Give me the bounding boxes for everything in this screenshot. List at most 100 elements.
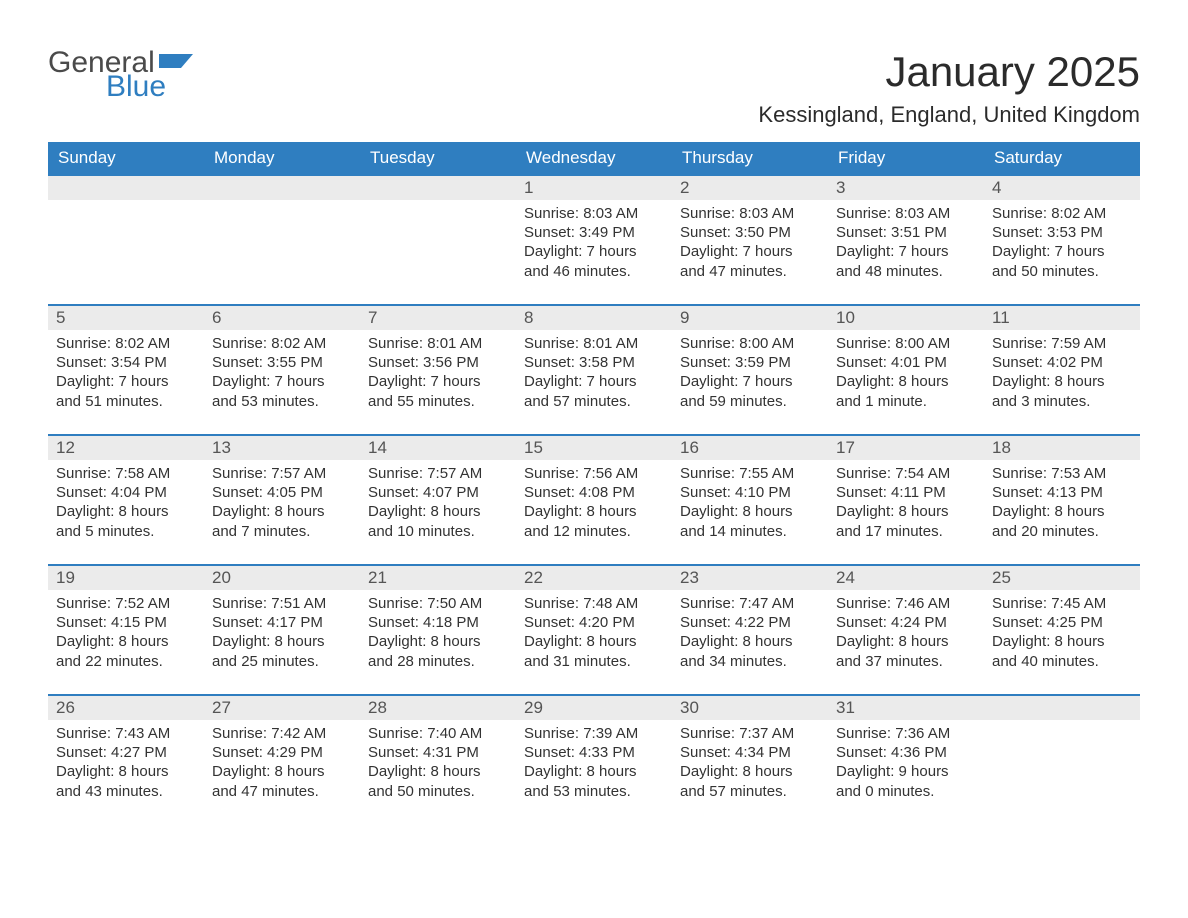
day-details: Sunrise: 7:47 AMSunset: 4:22 PMDaylight:… xyxy=(672,590,828,679)
day-dl1: Daylight: 8 hours xyxy=(56,502,196,521)
calendar-day-cell: 20Sunrise: 7:51 AMSunset: 4:17 PMDayligh… xyxy=(204,565,360,695)
day-details: Sunrise: 8:00 AMSunset: 4:01 PMDaylight:… xyxy=(828,330,984,419)
calendar-day-cell: 8Sunrise: 8:01 AMSunset: 3:58 PMDaylight… xyxy=(516,305,672,435)
day-details: Sunrise: 7:37 AMSunset: 4:34 PMDaylight:… xyxy=(672,720,828,809)
calendar-week-row: 1Sunrise: 8:03 AMSunset: 3:49 PMDaylight… xyxy=(48,175,1140,305)
calendar-week-row: 5Sunrise: 8:02 AMSunset: 3:54 PMDaylight… xyxy=(48,305,1140,435)
day-sunset: Sunset: 3:55 PM xyxy=(212,353,352,372)
weekday-header: Wednesday xyxy=(516,142,672,175)
day-dl1: Daylight: 8 hours xyxy=(680,762,820,781)
day-sunrise: Sunrise: 7:51 AM xyxy=(212,594,352,613)
day-details: Sunrise: 8:03 AMSunset: 3:49 PMDaylight:… xyxy=(516,200,672,289)
day-details: Sunrise: 7:42 AMSunset: 4:29 PMDaylight:… xyxy=(204,720,360,809)
day-dl1: Daylight: 8 hours xyxy=(680,632,820,651)
weekday-header: Saturday xyxy=(984,142,1140,175)
day-dl2: and 37 minutes. xyxy=(836,652,976,671)
day-dl2: and 10 minutes. xyxy=(368,522,508,541)
day-number: 26 xyxy=(48,696,204,720)
day-sunset: Sunset: 4:29 PM xyxy=(212,743,352,762)
day-dl1: Daylight: 7 hours xyxy=(836,242,976,261)
day-dl1: Daylight: 7 hours xyxy=(680,372,820,391)
day-details: Sunrise: 7:53 AMSunset: 4:13 PMDaylight:… xyxy=(984,460,1140,549)
calendar-day-cell xyxy=(360,175,516,305)
day-dl1: Daylight: 7 hours xyxy=(524,242,664,261)
day-details: Sunrise: 7:36 AMSunset: 4:36 PMDaylight:… xyxy=(828,720,984,809)
calendar-day-cell: 31Sunrise: 7:36 AMSunset: 4:36 PMDayligh… xyxy=(828,695,984,825)
calendar-day-cell: 26Sunrise: 7:43 AMSunset: 4:27 PMDayligh… xyxy=(48,695,204,825)
weekday-header: Monday xyxy=(204,142,360,175)
day-number: 29 xyxy=(516,696,672,720)
day-dl2: and 0 minutes. xyxy=(836,782,976,801)
day-dl1: Daylight: 8 hours xyxy=(56,762,196,781)
day-sunset: Sunset: 4:11 PM xyxy=(836,483,976,502)
day-number: 18 xyxy=(984,436,1140,460)
day-sunrise: Sunrise: 7:39 AM xyxy=(524,724,664,743)
day-dl2: and 31 minutes. xyxy=(524,652,664,671)
day-sunrise: Sunrise: 7:50 AM xyxy=(368,594,508,613)
day-dl1: Daylight: 8 hours xyxy=(992,632,1132,651)
day-details: Sunrise: 7:59 AMSunset: 4:02 PMDaylight:… xyxy=(984,330,1140,419)
day-details: Sunrise: 8:03 AMSunset: 3:50 PMDaylight:… xyxy=(672,200,828,289)
day-sunrise: Sunrise: 7:56 AM xyxy=(524,464,664,483)
day-dl2: and 51 minutes. xyxy=(56,392,196,411)
day-number: 8 xyxy=(516,306,672,330)
day-number: 13 xyxy=(204,436,360,460)
day-dl2: and 53 minutes. xyxy=(524,782,664,801)
calendar-day-cell: 6Sunrise: 8:02 AMSunset: 3:55 PMDaylight… xyxy=(204,305,360,435)
day-details: Sunrise: 8:02 AMSunset: 3:54 PMDaylight:… xyxy=(48,330,204,419)
day-sunrise: Sunrise: 8:00 AM xyxy=(836,334,976,353)
calendar-day-cell: 1Sunrise: 8:03 AMSunset: 3:49 PMDaylight… xyxy=(516,175,672,305)
day-sunset: Sunset: 4:22 PM xyxy=(680,613,820,632)
calendar-day-cell: 17Sunrise: 7:54 AMSunset: 4:11 PMDayligh… xyxy=(828,435,984,565)
day-sunrise: Sunrise: 8:03 AM xyxy=(524,204,664,223)
weekday-header: Friday xyxy=(828,142,984,175)
day-sunset: Sunset: 3:54 PM xyxy=(56,353,196,372)
day-number: 24 xyxy=(828,566,984,590)
day-dl1: Daylight: 8 hours xyxy=(524,762,664,781)
day-sunrise: Sunrise: 7:48 AM xyxy=(524,594,664,613)
day-dl1: Daylight: 7 hours xyxy=(992,242,1132,261)
day-sunset: Sunset: 4:07 PM xyxy=(368,483,508,502)
calendar-day-cell: 13Sunrise: 7:57 AMSunset: 4:05 PMDayligh… xyxy=(204,435,360,565)
weekday-header: Thursday xyxy=(672,142,828,175)
day-dl1: Daylight: 8 hours xyxy=(992,372,1132,391)
day-details: Sunrise: 7:39 AMSunset: 4:33 PMDaylight:… xyxy=(516,720,672,809)
logo-word-2: Blue xyxy=(106,72,193,102)
day-dl1: Daylight: 8 hours xyxy=(836,372,976,391)
day-details: Sunrise: 7:48 AMSunset: 4:20 PMDaylight:… xyxy=(516,590,672,679)
day-dl2: and 17 minutes. xyxy=(836,522,976,541)
calendar-day-cell: 11Sunrise: 7:59 AMSunset: 4:02 PMDayligh… xyxy=(984,305,1140,435)
day-sunset: Sunset: 4:13 PM xyxy=(992,483,1132,502)
day-sunrise: Sunrise: 8:03 AM xyxy=(836,204,976,223)
header: General Blue January 2025 Kessingland, E… xyxy=(48,48,1140,142)
day-dl2: and 57 minutes. xyxy=(524,392,664,411)
day-details: Sunrise: 8:02 AMSunset: 3:53 PMDaylight:… xyxy=(984,200,1140,289)
calendar-table: Sunday Monday Tuesday Wednesday Thursday… xyxy=(48,142,1140,825)
day-sunset: Sunset: 4:08 PM xyxy=(524,483,664,502)
day-dl2: and 1 minute. xyxy=(836,392,976,411)
calendar-day-cell xyxy=(48,175,204,305)
day-details: Sunrise: 7:55 AMSunset: 4:10 PMDaylight:… xyxy=(672,460,828,549)
calendar-week-row: 19Sunrise: 7:52 AMSunset: 4:15 PMDayligh… xyxy=(48,565,1140,695)
day-details: Sunrise: 8:01 AMSunset: 3:56 PMDaylight:… xyxy=(360,330,516,419)
day-number: 23 xyxy=(672,566,828,590)
day-number: 6 xyxy=(204,306,360,330)
day-details: Sunrise: 7:45 AMSunset: 4:25 PMDaylight:… xyxy=(984,590,1140,679)
day-sunrise: Sunrise: 7:43 AM xyxy=(56,724,196,743)
day-sunrise: Sunrise: 8:00 AM xyxy=(680,334,820,353)
day-sunset: Sunset: 4:36 PM xyxy=(836,743,976,762)
day-sunset: Sunset: 3:49 PM xyxy=(524,223,664,242)
day-number: 11 xyxy=(984,306,1140,330)
calendar-day-cell: 12Sunrise: 7:58 AMSunset: 4:04 PMDayligh… xyxy=(48,435,204,565)
calendar-week-row: 12Sunrise: 7:58 AMSunset: 4:04 PMDayligh… xyxy=(48,435,1140,565)
day-sunrise: Sunrise: 8:01 AM xyxy=(368,334,508,353)
day-sunset: Sunset: 4:05 PM xyxy=(212,483,352,502)
day-details: Sunrise: 7:56 AMSunset: 4:08 PMDaylight:… xyxy=(516,460,672,549)
day-number: 14 xyxy=(360,436,516,460)
day-sunrise: Sunrise: 7:54 AM xyxy=(836,464,976,483)
calendar-day-cell: 28Sunrise: 7:40 AMSunset: 4:31 PMDayligh… xyxy=(360,695,516,825)
day-number: 2 xyxy=(672,176,828,200)
day-details: Sunrise: 7:40 AMSunset: 4:31 PMDaylight:… xyxy=(360,720,516,809)
day-number: 28 xyxy=(360,696,516,720)
calendar-day-cell: 25Sunrise: 7:45 AMSunset: 4:25 PMDayligh… xyxy=(984,565,1140,695)
